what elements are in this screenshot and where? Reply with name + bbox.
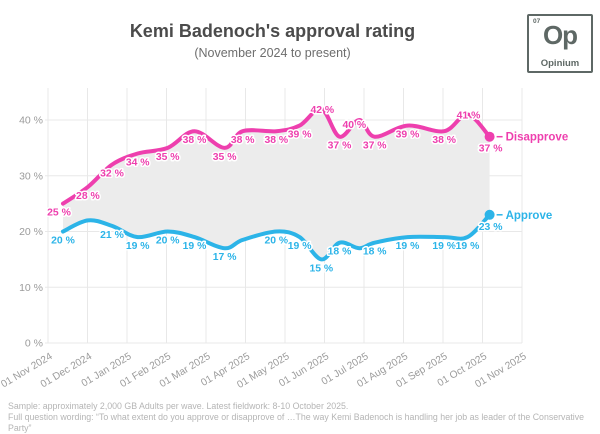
approve-data-label: 20 % xyxy=(51,236,75,247)
disapprove-data-label: 39 % xyxy=(288,130,312,141)
y-tick-label: 40 % xyxy=(19,115,43,127)
disapprove-data-label: 38 % xyxy=(264,135,288,146)
y-tick-label: 30 % xyxy=(19,170,43,182)
approve-data-label: 19 % xyxy=(396,241,420,252)
disapprove-data-label: 41 % xyxy=(457,110,481,121)
approve-data-label: 19 % xyxy=(288,241,312,252)
footnote-question: Full question wording: “To what extent d… xyxy=(8,411,585,433)
y-tick-label: 10 % xyxy=(19,282,43,294)
logo-name: Opinium xyxy=(540,58,580,69)
disapprove-data-label: 34 % xyxy=(126,158,150,169)
disapprove-data-label: 28 % xyxy=(76,191,100,202)
legend-label-approve: Approve xyxy=(506,210,553,222)
approve-data-label: 20 % xyxy=(264,236,288,247)
disapprove-end-dot xyxy=(484,131,495,142)
disapprove-data-label: 25 % xyxy=(47,208,71,219)
approve-data-label: 19 % xyxy=(183,241,207,252)
approve-data-label: 18 % xyxy=(363,247,387,258)
disapprove-data-label: 39 % xyxy=(396,130,420,141)
page-subtitle: (November 2024 to present) xyxy=(194,46,351,60)
data-labels: 25 %28 %32 %34 %35 %38 %35 %38 % 38 %39 %… xyxy=(46,103,504,275)
page-title: Kemi Badenoch's approval rating xyxy=(129,21,416,41)
disapprove-data-label: 42 % xyxy=(310,105,334,116)
disapprove-data-label: 32 % xyxy=(100,169,124,180)
chart-footnote: Sample: approximately 2,000 GB Adults pe… xyxy=(8,401,596,433)
disapprove-data-label: 38 % xyxy=(183,135,207,146)
approve-data-label: 17 % xyxy=(213,252,237,263)
approve-line xyxy=(61,212,492,262)
y-tick-label: 20 % xyxy=(19,226,43,238)
approve-data-label: 18 % xyxy=(328,247,352,258)
disapprove-data-label: 38 % xyxy=(231,135,255,146)
disapprove-data-label: 37 % xyxy=(328,141,352,152)
opinium-logo: 07 Op Opinium xyxy=(527,14,593,73)
y-tick-label: 0 % xyxy=(25,338,43,350)
disapprove-data-label: 37 % xyxy=(479,144,503,155)
disapprove-data-label: 37 % xyxy=(363,141,387,152)
logo-element-number: 07 xyxy=(533,18,541,25)
approve-data-label: 23 % xyxy=(479,222,503,233)
legend-label-disapprove: Disapprove xyxy=(506,132,569,144)
approve-data-label: 15 % xyxy=(309,263,333,274)
logo-symbol: Op xyxy=(542,20,578,50)
between-series-band xyxy=(63,108,490,260)
approve-end-dot xyxy=(484,209,495,220)
approve-data-label: 19 % xyxy=(432,241,456,252)
approve-data-label: 19 % xyxy=(126,241,150,252)
disapprove-data-label: 40 % xyxy=(342,120,366,131)
approve-data-label: 21 % xyxy=(100,230,124,241)
disapprove-data-label: 35 % xyxy=(213,152,237,163)
approve-data-label: 20 % xyxy=(156,236,180,247)
chart-header: Kemi Badenoch's approval rating (Novembe… xyxy=(0,20,545,60)
disapprove-data-label: 38 % xyxy=(432,135,456,146)
disapprove-line xyxy=(61,106,492,206)
disapprove-data-label: 35 % xyxy=(156,152,180,163)
footnote-sample: Sample: approximately 2,000 GB Adults pe… xyxy=(8,401,349,411)
approve-data-label: 19 % xyxy=(456,241,480,252)
